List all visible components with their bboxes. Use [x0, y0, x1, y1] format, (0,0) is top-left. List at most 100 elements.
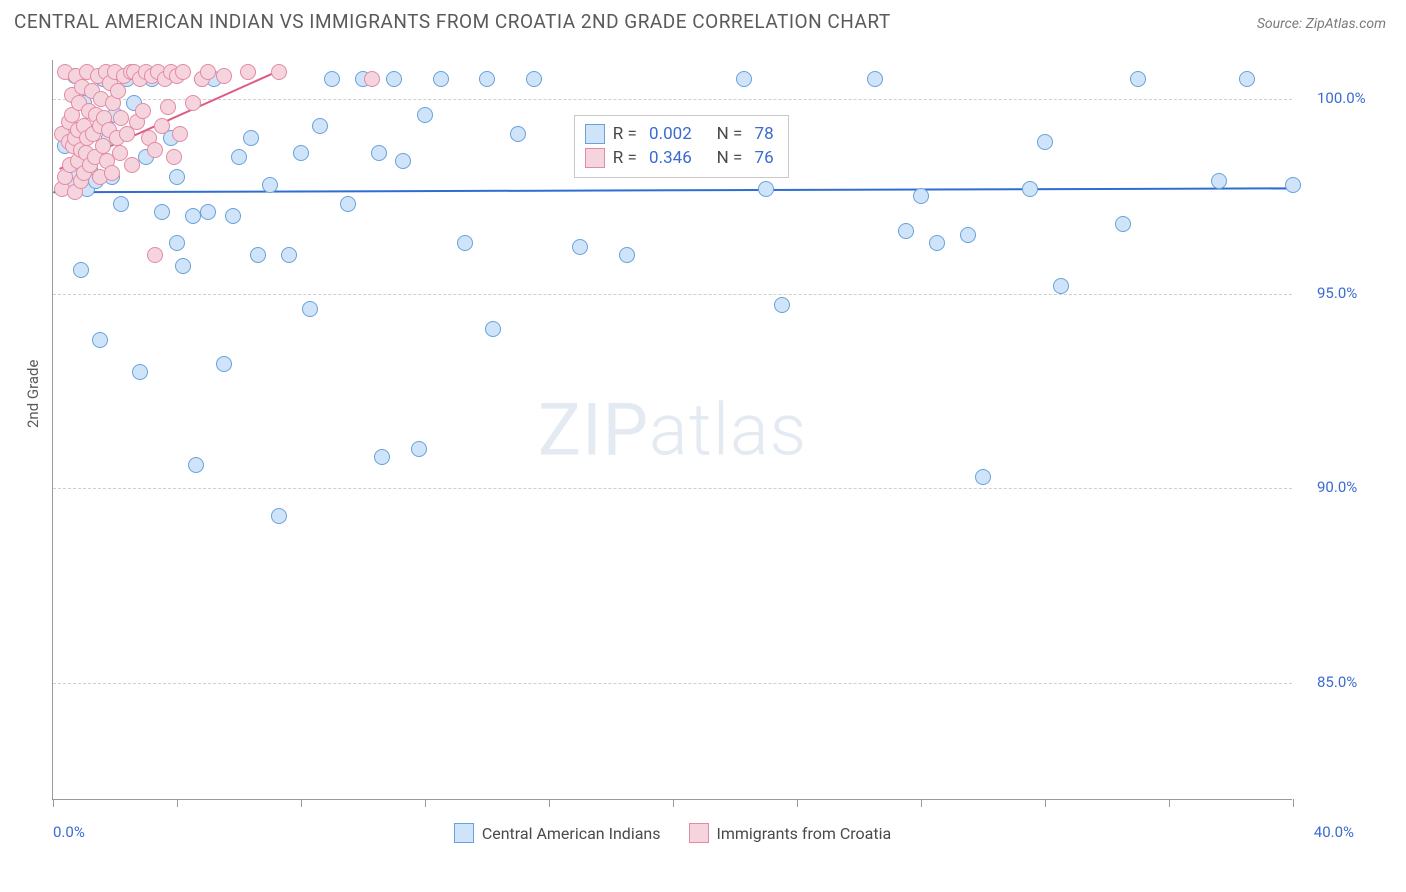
- data-point: [225, 208, 241, 224]
- data-point: [271, 64, 287, 80]
- watermark-part2: atlas: [649, 387, 807, 472]
- data-point: [110, 83, 126, 99]
- data-point: [147, 247, 163, 263]
- data-point: [975, 469, 991, 485]
- gridline: [53, 683, 1292, 684]
- data-point: [92, 332, 108, 348]
- data-point: [172, 126, 188, 142]
- data-point: [485, 321, 501, 337]
- data-point: [758, 181, 774, 197]
- data-point: [113, 196, 129, 212]
- legend: Central American Indians Immigrants from …: [53, 823, 1292, 843]
- data-point: [243, 130, 259, 146]
- data-point: [302, 301, 318, 317]
- stats-r-value: 0.002: [649, 122, 692, 147]
- data-point: [154, 204, 170, 220]
- data-point: [271, 508, 287, 524]
- data-point: [240, 64, 256, 80]
- data-point: [135, 103, 151, 119]
- legend-swatch: [689, 823, 709, 843]
- data-point: [231, 149, 247, 165]
- y-axis-label: 2nd Grade: [24, 360, 42, 428]
- legend-swatch: [585, 148, 605, 168]
- legend-item: Immigrants from Croatia: [689, 823, 892, 843]
- stats-r-value: 0.346: [649, 146, 692, 171]
- data-point: [395, 153, 411, 169]
- data-point: [113, 110, 129, 126]
- gridline: [53, 488, 1292, 489]
- legend-swatch: [585, 124, 605, 144]
- data-point: [169, 235, 185, 251]
- y-tick-label: 100.0%: [1317, 89, 1397, 107]
- data-point: [175, 258, 191, 274]
- x-tick: [177, 799, 178, 807]
- x-tick: [921, 799, 922, 807]
- data-point: [774, 297, 790, 313]
- legend-swatch: [454, 823, 474, 843]
- data-point: [1239, 71, 1255, 87]
- data-point: [132, 364, 148, 380]
- chart-container: 2nd Grade ZIPatlas 100.0%95.0%90.0%85.0%…: [30, 48, 1390, 848]
- data-point: [281, 247, 297, 263]
- data-point: [898, 223, 914, 239]
- data-point: [411, 441, 427, 457]
- legend-label: Immigrants from Croatia: [717, 824, 892, 843]
- data-point: [417, 107, 433, 123]
- data-point: [262, 177, 278, 193]
- x-tick: [1045, 799, 1046, 807]
- data-point: [324, 71, 340, 87]
- data-point: [200, 204, 216, 220]
- x-tick: [797, 799, 798, 807]
- data-point: [572, 239, 588, 255]
- stats-n-value: 78: [755, 122, 774, 147]
- data-point: [166, 149, 182, 165]
- data-point: [124, 157, 140, 173]
- data-point: [312, 118, 328, 134]
- data-point: [526, 71, 542, 87]
- chart-source: Source: ZipAtlas.com: [1257, 16, 1386, 32]
- data-point: [1053, 278, 1069, 294]
- data-point: [200, 64, 216, 80]
- stats-n-label: N =: [700, 146, 747, 171]
- data-point: [185, 95, 201, 111]
- data-point: [216, 68, 232, 84]
- stats-row: R = 0.346 N = 76: [585, 146, 774, 171]
- legend-label: Central American Indians: [482, 824, 661, 843]
- data-point: [340, 196, 356, 212]
- data-point: [154, 118, 170, 134]
- data-point: [364, 71, 380, 87]
- x-tick: [53, 799, 54, 807]
- y-tick-label: 90.0%: [1317, 478, 1397, 496]
- x-max-label: 40.0%: [1314, 823, 1354, 841]
- data-point: [929, 235, 945, 251]
- data-point: [250, 247, 266, 263]
- stats-n-label: N =: [700, 122, 747, 147]
- data-point: [1022, 181, 1038, 197]
- data-point: [960, 227, 976, 243]
- data-point: [433, 71, 449, 87]
- legend-item: Central American Indians: [454, 823, 661, 843]
- data-point: [736, 71, 752, 87]
- data-point: [479, 71, 495, 87]
- gridline: [53, 99, 1292, 100]
- stats-n-value: 76: [755, 146, 774, 171]
- stats-row: R = 0.002 N = 78: [585, 122, 774, 147]
- data-point: [867, 71, 883, 87]
- chart-header: CENTRAL AMERICAN INDIAN VS IMMIGRANTS FR…: [0, 0, 1406, 39]
- plot-area: ZIPatlas 100.0%95.0%90.0%85.0%0.0%40.0%R…: [52, 60, 1292, 800]
- data-point: [104, 165, 120, 181]
- data-point: [1130, 71, 1146, 87]
- data-point: [371, 145, 387, 161]
- data-point: [293, 145, 309, 161]
- data-point: [386, 71, 402, 87]
- x-tick: [425, 799, 426, 807]
- data-point: [1285, 177, 1301, 193]
- x-tick: [301, 799, 302, 807]
- data-point: [185, 208, 201, 224]
- data-point: [216, 356, 232, 372]
- watermark-part1: ZIP: [538, 387, 649, 472]
- data-point: [457, 235, 473, 251]
- stats-r-label: R =: [613, 146, 641, 171]
- watermark: ZIPatlas: [538, 387, 807, 472]
- data-point: [619, 247, 635, 263]
